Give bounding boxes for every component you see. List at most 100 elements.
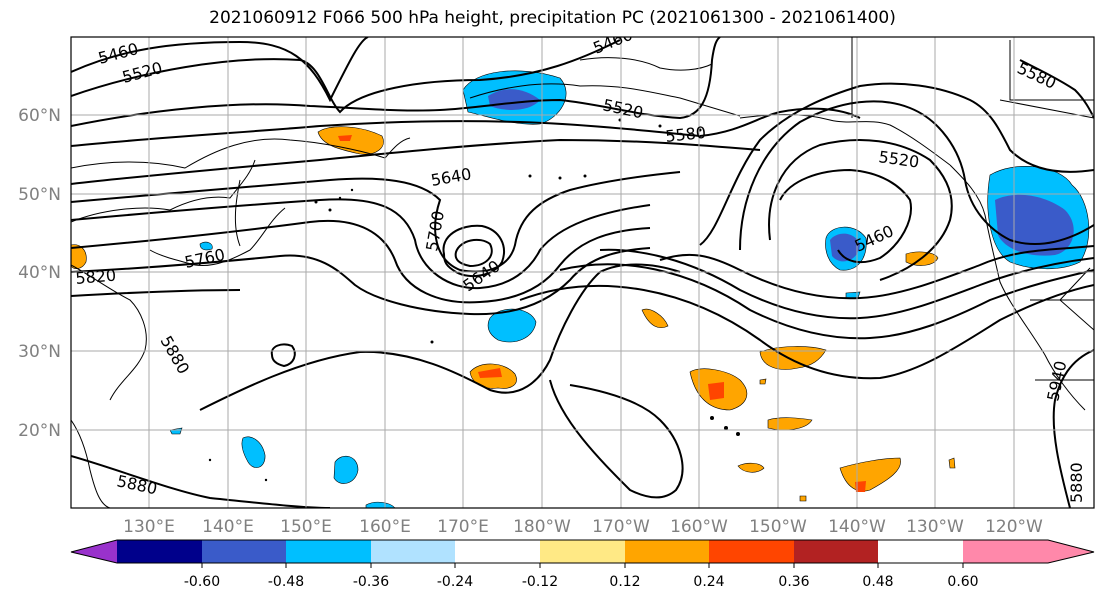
colorbar-segment [455, 540, 540, 563]
colorbar-tick-label: 0.48 [862, 574, 893, 590]
colorbar-tick-label: -0.36 [353, 574, 389, 590]
colorbar-tick-label: 0.24 [693, 574, 724, 590]
colorbar-segment [963, 540, 1048, 563]
height-contour [699, 82, 1094, 246]
height-contour [71, 289, 241, 297]
colorbar-segment [202, 540, 286, 563]
coastline [949, 164, 1086, 411]
height-contour [1019, 59, 1094, 119]
lon-label: 160°E [359, 517, 411, 537]
island [528, 174, 532, 178]
height-contour [71, 219, 651, 304]
height-contours [71, 37, 1094, 508]
colorbar-tick-label: 0.12 [609, 574, 640, 590]
height-contour [779, 168, 912, 264]
map-title: 2021060912 F066 500 hPa height, precipit… [209, 8, 896, 28]
height-contour [71, 247, 651, 316]
colorbar-segment [286, 540, 371, 563]
colorbar-extend-low [71, 540, 117, 563]
height-contour [71, 171, 681, 273]
lon-label: 150°E [280, 517, 332, 537]
island [558, 176, 562, 180]
precip-area [241, 436, 266, 468]
height-contour [549, 379, 684, 499]
island [658, 124, 662, 128]
precip-area [333, 455, 359, 484]
precip-area [799, 495, 807, 502]
colorbar-segment [709, 540, 794, 563]
coastline [579, 57, 713, 71]
colorbar-segment [371, 540, 455, 563]
precip-area [317, 126, 384, 155]
lon-label: 160°W [670, 517, 728, 537]
height-contour [659, 245, 1094, 300]
island [208, 458, 212, 462]
colorbar-tick-label: -0.12 [522, 574, 558, 590]
height-contour [71, 107, 861, 147]
longitude-labels: 130°E 140°E 150°E 160°E 170°E 180°W 170°… [123, 517, 1043, 537]
height-contour [768, 139, 953, 281]
coastline [71, 137, 411, 169]
height-contour [519, 284, 1094, 380]
precip-area [641, 308, 669, 329]
colorbar-tick-labels: -0.60 -0.48 -0.36 -0.24 -0.12 0.12 0.24 … [184, 574, 979, 590]
island [724, 426, 728, 430]
islands [208, 118, 740, 482]
colorbar-tick-label: 0.36 [778, 574, 809, 590]
colorbar-segments [71, 540, 1094, 563]
lon-label: 170°E [437, 517, 489, 537]
height-contour [71, 455, 331, 508]
lon-label: 150°W [749, 517, 807, 537]
lat-label: 50°N [18, 185, 61, 205]
lon-label: 140°E [202, 517, 254, 537]
precip-area [759, 378, 767, 385]
lon-label: 140°W [828, 517, 886, 537]
precip-area [855, 481, 866, 492]
coastline [71, 264, 147, 401]
height-contour [739, 100, 1094, 251]
island [350, 188, 354, 192]
island [736, 432, 740, 436]
lat-label: 20°N [18, 421, 61, 441]
height-contour [270, 343, 296, 368]
lon-label: 130°E [123, 517, 175, 537]
height-contour [71, 37, 369, 103]
island [583, 174, 587, 178]
lat-label: 60°N [18, 106, 61, 126]
colorbar-tick-label: -0.60 [184, 574, 220, 590]
height-contour [71, 39, 621, 114]
colorbar-tick-label: 0.60 [947, 574, 978, 590]
colorbar-extend-high [1048, 540, 1094, 563]
precip-area [948, 457, 956, 469]
height-contour [71, 37, 721, 127]
graticule [71, 37, 1094, 508]
colorbar: -0.60 -0.48 -0.36 -0.24 -0.12 0.12 0.24 … [70, 539, 1095, 590]
precip-area [737, 462, 765, 473]
lat-label: 40°N [18, 263, 61, 283]
height-contour [1052, 349, 1094, 508]
height-contour [599, 248, 1094, 320]
map-frame [70, 36, 1095, 509]
coastline [234, 179, 241, 247]
precip-area [365, 501, 396, 508]
colorbar-outline [70, 539, 1095, 564]
contour-label: 5820 [75, 266, 117, 288]
precip-area [708, 382, 724, 400]
lat-label: 30°N [18, 342, 61, 362]
island [430, 340, 434, 344]
colorbar-segment [625, 540, 709, 563]
colorbar-segment [117, 540, 202, 563]
contour-label: 5880 [1067, 462, 1086, 503]
height-contour [71, 198, 651, 290]
height-contour [454, 238, 493, 268]
precip-area [478, 368, 502, 378]
island [328, 208, 332, 212]
colorbar-segment [794, 540, 878, 563]
precip-area [71, 244, 87, 269]
island [710, 416, 714, 420]
precip-area [487, 308, 537, 343]
island [264, 478, 268, 482]
precip-area [199, 241, 213, 251]
lon-label: 180°W [513, 517, 571, 537]
